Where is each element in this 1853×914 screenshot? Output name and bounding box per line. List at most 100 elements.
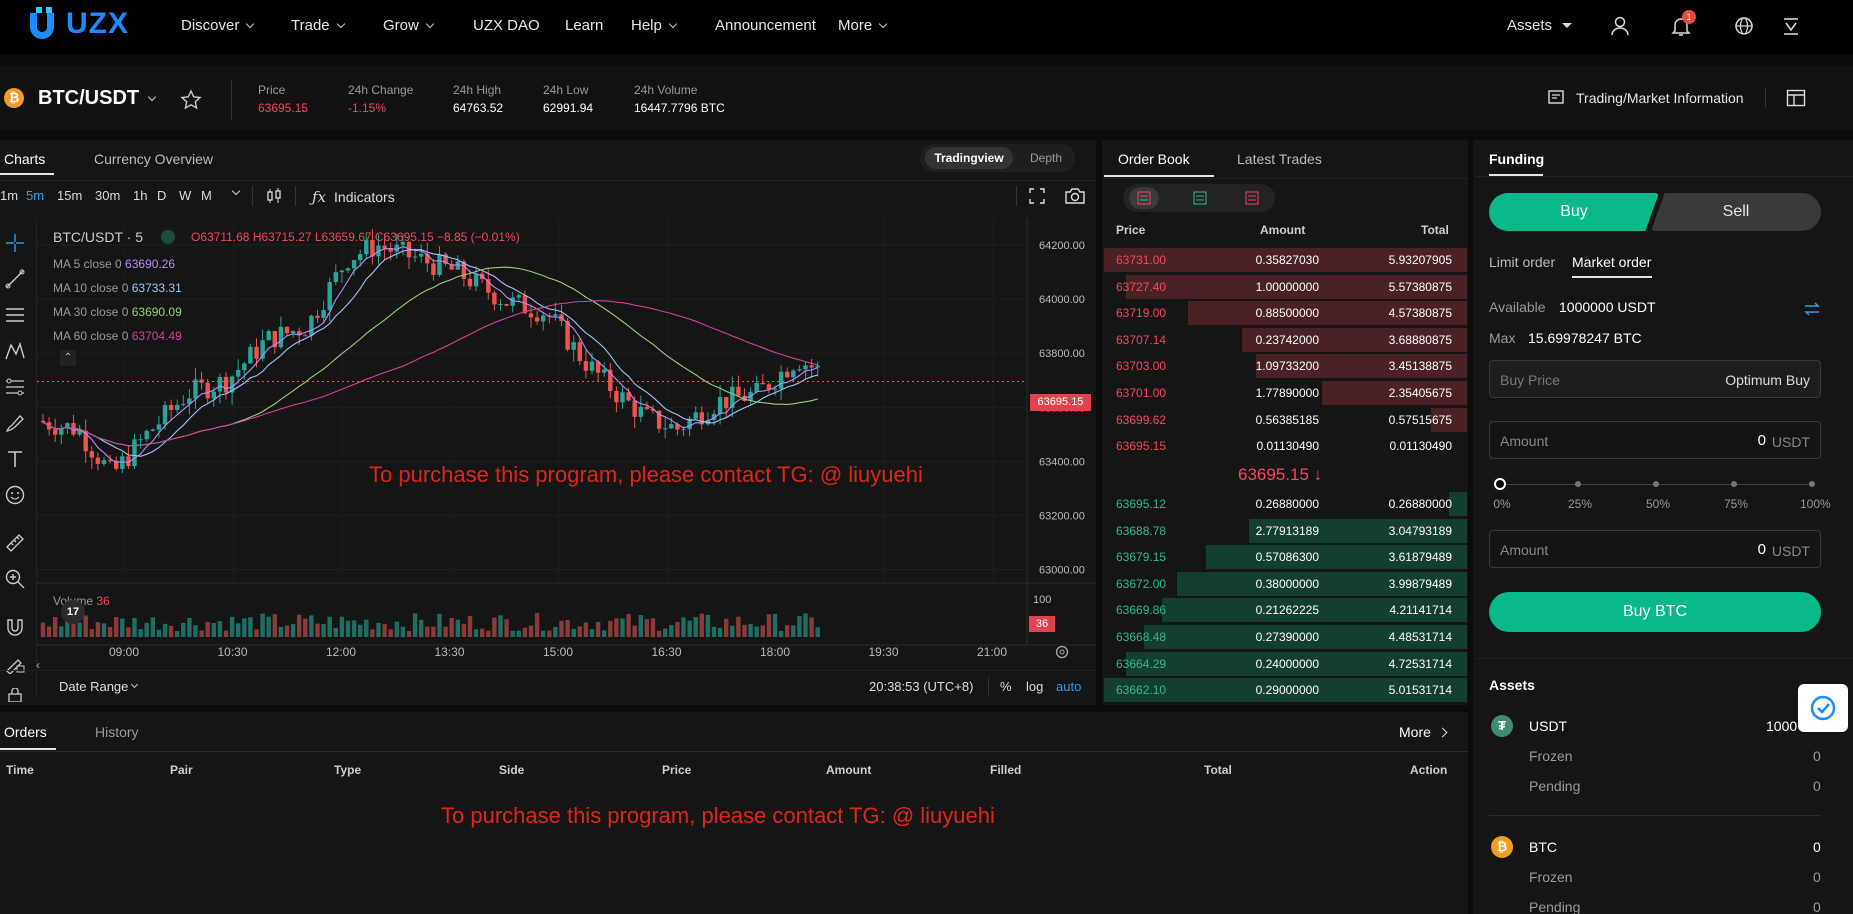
transfer-icon[interactable] [1803, 301, 1821, 317]
pair-selector[interactable]: BTC/USDT [38, 87, 157, 110]
fullscreen-icon[interactable] [1028, 187, 1046, 205]
book-bids-view-icon[interactable] [1185, 187, 1215, 209]
candlestick-chart[interactable]: 64200.0064000.0063800.0063600.0063400.00… [37, 218, 1096, 665]
percent-scale-toggle[interactable]: % [1000, 679, 1012, 694]
emoji-icon[interactable] [4, 484, 26, 506]
tradingview-toggle[interactable]: Tradingview [925, 147, 1013, 169]
amount-field-2[interactable]: Amount 0 USDT [1489, 530, 1821, 568]
buy-tab-button[interactable]: Buy [1489, 193, 1659, 231]
volume-bar [138, 629, 143, 637]
lock-icon[interactable] [4, 688, 26, 702]
slider-mark-dot[interactable] [1575, 481, 1581, 487]
market-order-tab[interactable]: Market order [1572, 254, 1652, 270]
scroll-left-icon[interactable]: ‹ [36, 658, 40, 672]
buy-price-field[interactable]: Buy Price Optimum Buy [1489, 360, 1821, 398]
ask-row[interactable]: 63727.40 1.00000000 5.57380875 [1104, 274, 1467, 300]
ask-row[interactable]: 63701.00 1.77890000 2.35405675 [1104, 380, 1467, 406]
crosshair-icon[interactable] [4, 232, 26, 254]
zoom-in-icon[interactable] [4, 568, 26, 590]
interval-w[interactable]: W [179, 188, 192, 203]
tab-currency-overview[interactable]: Currency Overview [94, 151, 214, 167]
amount-field[interactable]: Amount 0 USDT [1489, 421, 1821, 459]
interval-30m[interactable]: 30m [95, 188, 121, 203]
tab-history[interactable]: History [95, 724, 139, 740]
market-info-button[interactable]: Trading/Market Information [1548, 89, 1744, 107]
camera-icon[interactable] [1064, 187, 1086, 205]
ask-row[interactable]: 63731.00 0.35827030 5.93207905 [1104, 247, 1467, 273]
bid-row[interactable]: 63688.78 2.77913189 3.04793189 [1104, 518, 1467, 544]
magnet-icon[interactable] [4, 616, 26, 638]
nav-uzx-dao[interactable]: UZX DAO [473, 17, 540, 34]
pattern-icon[interactable] [4, 340, 26, 362]
interval-d[interactable]: D [157, 188, 167, 203]
fib-icon[interactable] [4, 376, 26, 398]
ask-row[interactable]: 63719.00 0.88500000 4.57380875 [1104, 300, 1467, 326]
ask-row[interactable]: 63695.15 0.01130490 0.01130490 [1104, 433, 1467, 459]
star-icon[interactable] [180, 89, 202, 111]
bid-row[interactable]: 63664.29 0.24000000 4.72531714 [1104, 651, 1467, 677]
lock-drawing-icon[interactable] [4, 652, 26, 674]
interval-5m[interactable]: 5m [26, 188, 45, 203]
candle-body [534, 317, 540, 322]
tab-charts[interactable]: Charts [4, 151, 46, 167]
horizontal-lines-icon[interactable] [4, 304, 26, 326]
bid-row[interactable]: 63695.12 0.26880000 0.26880000 [1104, 491, 1467, 517]
interval-1m[interactable]: 1m [0, 188, 19, 203]
tab-order-book[interactable]: Order Book [1118, 151, 1190, 167]
slider-mark-dot[interactable] [1653, 481, 1659, 487]
more-orders-link[interactable]: More [1399, 724, 1448, 740]
volume-tag: 36 [1029, 616, 1055, 632]
ask-row[interactable]: 63707.14 0.23742000 3.68880875 [1104, 327, 1467, 353]
nav-assets[interactable]: Assets [1507, 17, 1573, 34]
nav-discover[interactable]: Discover [181, 17, 255, 34]
globe-icon[interactable] [1733, 15, 1755, 37]
interval-1h[interactable]: 1h [133, 188, 148, 203]
volume-bar [83, 615, 88, 637]
support-widget-button[interactable] [1798, 684, 1848, 732]
slider-mark-dot[interactable] [1494, 478, 1506, 490]
candle-type-icon[interactable] [265, 187, 283, 205]
book-asks-view-icon[interactable] [1237, 187, 1267, 209]
nav-grow[interactable]: Grow [383, 17, 435, 34]
interval-m[interactable]: M [201, 188, 212, 203]
user-icon[interactable] [1609, 15, 1631, 37]
ask-row[interactable]: 63699.62 0.56385185 0.57515675 [1104, 407, 1467, 433]
brush-icon[interactable] [4, 412, 26, 434]
bid-row[interactable]: 63668.48 0.27390000 4.48531714 [1104, 624, 1467, 650]
settings-icon[interactable] [1054, 644, 1070, 660]
nav-announcement[interactable]: Announcement [715, 17, 816, 34]
text-icon[interactable] [4, 448, 26, 470]
collapse-legend-icon[interactable]: ⌃ [60, 350, 76, 366]
log-scale-toggle[interactable]: log [1026, 679, 1044, 694]
auto-scale-toggle[interactable]: auto [1056, 679, 1082, 694]
limit-order-tab[interactable]: Limit order [1489, 254, 1556, 270]
nav-trade[interactable]: Trade [291, 17, 345, 34]
tab-orders[interactable]: Orders [4, 724, 47, 740]
buy-btc-button[interactable]: Buy BTC [1489, 592, 1821, 632]
bid-row[interactable]: 63679.15 0.57086300 3.61879489 [1104, 544, 1467, 570]
slider-mark-dot[interactable] [1731, 481, 1737, 487]
tab-latest-trades[interactable]: Latest Trades [1237, 151, 1322, 167]
download-icon[interactable] [1780, 15, 1802, 37]
indicators-button[interactable]: ƒx Indicators [312, 188, 395, 206]
slider-mark-dot[interactable] [1809, 481, 1815, 487]
nav-learn[interactable]: Learn [565, 17, 603, 34]
bid-row[interactable]: 63669.86 0.21262225 4.21141714 [1104, 597, 1467, 623]
nav-help[interactable]: Help [631, 17, 678, 34]
layout-icon[interactable] [1786, 88, 1806, 108]
brand-logo[interactable]: UZX [26, 4, 129, 44]
tradingview-logo-icon[interactable]: 17 [61, 600, 85, 624]
ask-row[interactable]: 63703.00 1.09733200 3.45138875 [1104, 353, 1467, 379]
bid-row[interactable]: 63662.10 0.29000000 5.01531714 [1104, 677, 1467, 703]
depth-bar [1143, 625, 1467, 649]
trend-line-icon[interactable] [4, 268, 26, 290]
interval-15m[interactable]: 15m [57, 188, 83, 203]
ruler-icon[interactable] [4, 532, 26, 554]
tether-icon: ₮ [1491, 715, 1513, 737]
nav-more[interactable]: More [838, 17, 888, 34]
depth-toggle[interactable]: Depth [1030, 151, 1063, 165]
bid-row[interactable]: 63672.00 0.38000000 3.99879489 [1104, 571, 1467, 597]
sell-tab-button[interactable]: Sell [1651, 193, 1821, 231]
date-range-button[interactable]: Date Range [59, 679, 139, 694]
book-both-view-icon[interactable] [1129, 187, 1159, 209]
